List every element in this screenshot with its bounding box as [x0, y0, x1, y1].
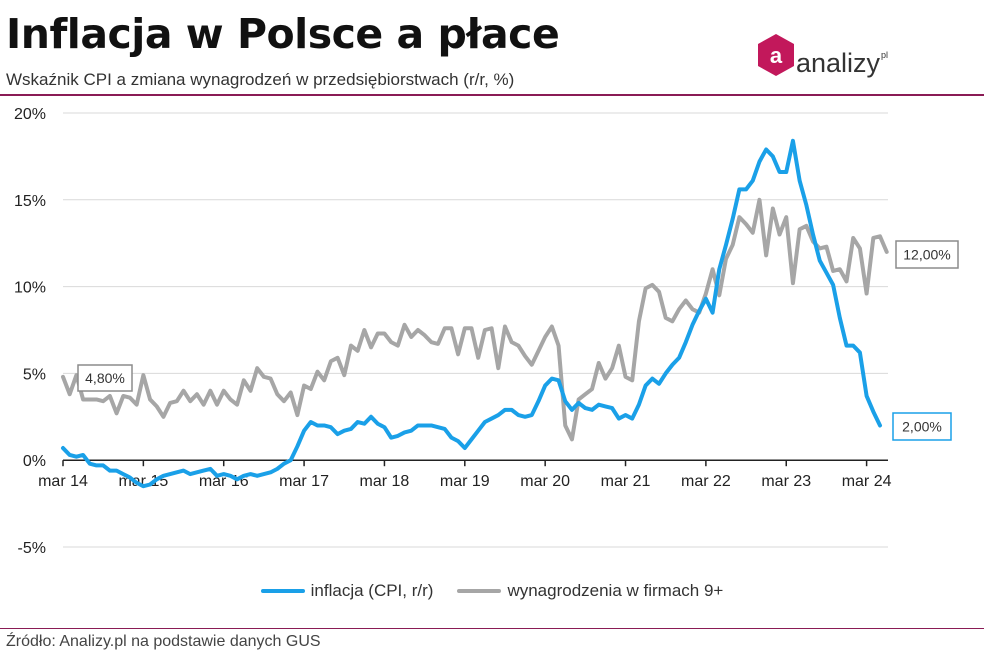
- logo-letter: a: [770, 43, 783, 68]
- y-tick-label: 10%: [14, 280, 46, 297]
- logo-hexagon: [758, 34, 794, 76]
- source-note: Źródło: Analizy.pl na podstawie danych G…: [6, 633, 321, 650]
- value-labels: 4,80% 12,00% 2,00%: [77, 240, 959, 441]
- x-tick-label: mar 14: [38, 473, 88, 490]
- cpi-end-label: 2,00%: [892, 412, 952, 441]
- y-tick-label: -5%: [18, 540, 46, 557]
- x-tick-label: mar 20: [520, 473, 570, 490]
- wages-end-label-text: 12,00%: [903, 247, 950, 263]
- series-lines: [61, 138, 889, 489]
- x-tick-label: mar 17: [279, 473, 329, 490]
- y-tick-label: 15%: [14, 193, 46, 210]
- legend-label-cpi: inflacja (CPI, r/r): [310, 581, 434, 600]
- legend-swatch-cpi: [260, 589, 305, 593]
- cpi-end-label-text: 2,00%: [902, 419, 942, 435]
- header-divider: [0, 94, 984, 96]
- x-tick-label: mar 22: [681, 473, 731, 490]
- y-tick-label: 5%: [23, 366, 46, 383]
- cpi-end-label-box: [892, 412, 952, 441]
- wages-end-label: 12,00%: [895, 240, 959, 269]
- grid-lines: [63, 112, 888, 548]
- x-tick-label: mar 19: [440, 473, 490, 490]
- legend-item-cpi: inflacja (CPI, r/r): [260, 581, 434, 601]
- chart-title: Inflacja w Polsce a płace: [6, 10, 560, 58]
- y-tick-label: 20%: [14, 106, 46, 123]
- wages-start-label-box: [77, 364, 133, 392]
- logo-text: analizy: [796, 48, 881, 78]
- series-line-wages: [61, 197, 889, 442]
- y-tick-label: 0%: [23, 453, 46, 470]
- line-chart: -5%0%5%10%15%20% mar 14 mar 15 mar 16 mar 1…: [14, 106, 959, 557]
- series-line-cpi: [61, 138, 882, 489]
- x-tick-label: mar 21: [601, 473, 651, 490]
- chart-legend: inflacja (CPI, r/r) wynagrodzenia w firm…: [0, 576, 984, 606]
- legend-item-wages: wynagrodzenia w firmach 9+: [457, 581, 723, 601]
- x-tick-label: mar 23: [761, 473, 811, 490]
- chart-subtitle: Wskaźnik CPI a zmiana wynagrodzeń w prze…: [6, 70, 515, 89]
- x-tick-label: mar 24: [842, 473, 892, 490]
- analizy-logo-icon: a: [758, 34, 794, 76]
- wages-end-label-box: [895, 240, 959, 269]
- footer-divider: [0, 628, 984, 629]
- logo-suffix: pl: [881, 50, 889, 60]
- y-axis-ticks: -5% 0% 5% 10% 15% 20%: [14, 106, 46, 557]
- wages-start-label-text: 4,80%: [85, 370, 125, 386]
- wages-start-label: 4,80%: [77, 364, 133, 392]
- x-axis: mar 14 mar 15 mar 16 mar 17 mar 18 mar 19 mar …: [38, 459, 892, 490]
- legend-label-wages: wynagrodzenia w firmach 9+: [507, 581, 724, 600]
- legend-swatch-wages: [457, 589, 502, 593]
- logo-wordmark: analizypl: [796, 38, 888, 80]
- x-tick-label: mar 18: [360, 473, 410, 490]
